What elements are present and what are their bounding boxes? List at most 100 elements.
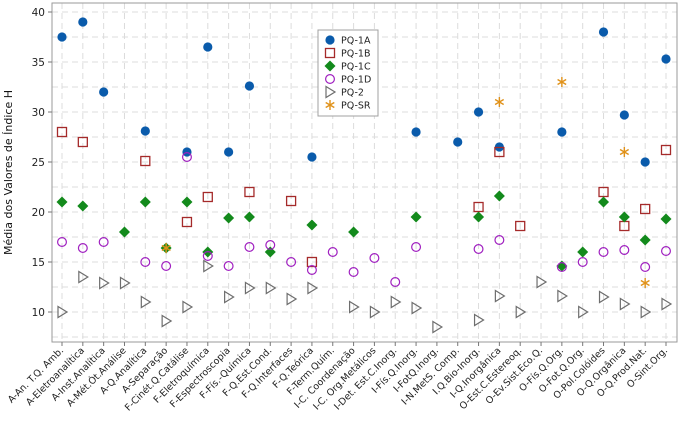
data-point — [202, 191, 213, 203]
y-tick-label: 25 — [32, 157, 45, 169]
data-point — [265, 240, 276, 251]
data-point — [661, 297, 673, 311]
legend-label: PQ-1A — [341, 36, 371, 47]
data-point — [494, 146, 505, 158]
legend-label: PQ-2 — [341, 88, 364, 99]
data-point — [181, 196, 193, 208]
data-point — [515, 220, 526, 232]
y-axis: 10 15 20 25 30 35 40 — [32, 7, 52, 319]
data-point — [494, 289, 506, 303]
data-point — [98, 237, 109, 248]
legend-marker-icon — [325, 35, 335, 45]
y-tick-label: 40 — [32, 7, 45, 19]
data-point — [77, 243, 88, 254]
legend-item: PQ-SR — [325, 100, 371, 112]
data-point — [473, 211, 485, 223]
data-points — [56, 17, 673, 334]
data-point — [598, 247, 609, 258]
legend-item: PQ-1B — [324, 47, 370, 60]
data-point — [223, 261, 234, 272]
data-point — [99, 87, 109, 97]
y-tick-label: 35 — [32, 57, 45, 69]
series-pq-1c — [56, 190, 672, 272]
data-point — [598, 290, 610, 304]
legend-item: PQ-2 — [325, 85, 364, 99]
data-point — [57, 305, 69, 319]
data-point — [515, 305, 527, 319]
data-point — [618, 211, 630, 223]
data-point — [536, 275, 548, 289]
data-point — [369, 305, 381, 319]
data-point — [203, 259, 214, 273]
data-point — [473, 107, 484, 117]
data-point — [243, 211, 255, 223]
data-point — [557, 127, 567, 137]
data-point — [348, 267, 359, 278]
data-point — [660, 246, 671, 257]
data-point — [77, 200, 89, 212]
data-point — [598, 196, 610, 208]
data-point — [182, 300, 194, 314]
data-point — [119, 276, 131, 290]
legend-label: PQ-SR — [341, 101, 371, 112]
data-point — [411, 301, 423, 315]
data-point — [557, 289, 569, 303]
data-point — [348, 300, 360, 314]
series-pq-2 — [57, 259, 673, 334]
data-point — [556, 262, 567, 273]
data-point — [224, 290, 235, 304]
series-pq-1a — [57, 17, 671, 167]
data-point — [619, 110, 629, 120]
data-point — [306, 219, 318, 231]
data-point — [244, 81, 255, 91]
data-point — [203, 42, 213, 52]
data-point — [118, 226, 130, 238]
y-axis-title: Média dos Valores de Índice H — [2, 90, 15, 255]
legend-item: PQ-1D — [325, 73, 371, 86]
x-axis: A-An. T.Q. Amb.A-EletroanalíticaA-Inst.A… — [6, 342, 670, 413]
data-point — [140, 295, 152, 309]
data-point — [640, 262, 651, 273]
data-point — [181, 152, 192, 163]
data-point — [453, 137, 463, 147]
series-pq-1b — [56, 126, 672, 268]
series-pq-1d — [56, 152, 671, 288]
data-point — [557, 77, 567, 87]
data-point — [223, 212, 235, 224]
data-point — [140, 126, 150, 136]
data-point — [161, 314, 173, 328]
data-point — [307, 152, 317, 162]
legend: PQ-1A PQ-1B PQ-1C PQ-1D PQ-2 PQ-SR — [317, 29, 379, 117]
data-point — [473, 244, 484, 255]
data-point — [264, 246, 276, 258]
data-point — [411, 242, 422, 253]
legend-marker-icon — [325, 100, 335, 110]
data-point — [578, 305, 589, 319]
legend-marker-icon — [324, 60, 336, 72]
data-point — [369, 253, 380, 264]
data-point — [661, 54, 671, 64]
data-point — [619, 245, 630, 256]
data-point — [411, 127, 421, 137]
data-point — [640, 157, 650, 167]
data-point — [390, 277, 401, 288]
data-point — [202, 251, 213, 262]
y-tick-label: 20 — [32, 207, 45, 219]
data-point — [77, 136, 88, 148]
data-point — [327, 247, 338, 258]
data-point — [161, 243, 171, 253]
data-point — [640, 278, 650, 288]
data-point — [78, 17, 88, 27]
data-point — [56, 237, 67, 248]
data-point — [660, 213, 672, 225]
data-point — [244, 242, 255, 253]
data-point — [139, 196, 151, 208]
data-point — [494, 235, 505, 246]
data-point — [432, 320, 444, 334]
legend-label: PQ-1C — [341, 62, 371, 73]
data-point — [306, 256, 318, 268]
data-point — [140, 155, 151, 167]
data-point — [286, 292, 298, 306]
data-point — [244, 186, 255, 198]
